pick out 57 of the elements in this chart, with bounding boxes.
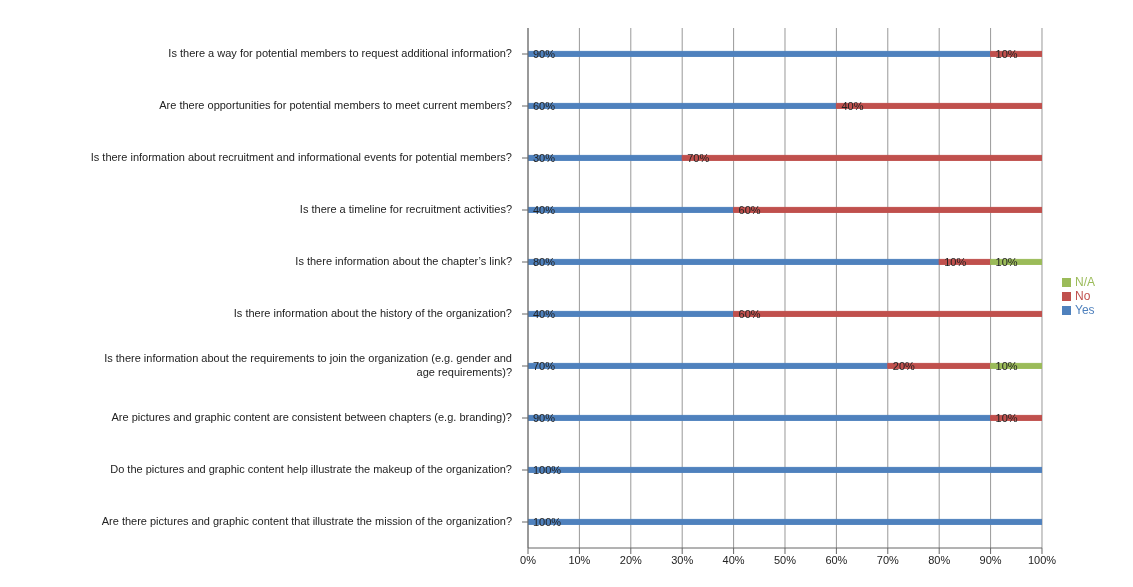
- x-tick-label: 20%: [619, 553, 643, 566]
- data-label: 10%: [944, 255, 967, 268]
- data-label: 60%: [533, 99, 556, 112]
- x-tick-label: 100%: [1027, 553, 1057, 566]
- x-tick-label: 10%: [568, 553, 591, 566]
- x-tick-label: 90%: [979, 553, 1002, 566]
- data-label: 10%: [995, 255, 1018, 268]
- bar: [835, 102, 1042, 109]
- y-tick-label: Is there a way for potential members to request additional information?: [168, 46, 512, 59]
- x-tick-label: 30%: [671, 553, 694, 566]
- data-label: 10%: [995, 411, 1018, 424]
- data-label: 90%: [533, 411, 556, 424]
- bar: [528, 518, 1042, 525]
- bar: [681, 154, 1042, 161]
- y-tick-label: Are there opportunities for potential members to meet current members?: [159, 98, 512, 111]
- y-tick-label: Is there information about the requirements to join the organization (e.g. gender and age requirements)?: [104, 351, 512, 378]
- x-tick-label: 0%: [520, 553, 537, 566]
- x-tick-label: 70%: [876, 553, 900, 566]
- bar: [733, 206, 1042, 213]
- bar: [528, 258, 940, 265]
- bar: [528, 362, 889, 369]
- x-tick-label: 40%: [722, 553, 745, 566]
- x-tick-label: 50%: [773, 553, 797, 566]
- x-tick-label: 80%: [928, 553, 951, 566]
- x-tick-label: 60%: [825, 553, 848, 566]
- data-label: 80%: [533, 255, 556, 268]
- data-label: 20%: [892, 359, 916, 372]
- legend-label: N/A: [1074, 274, 1095, 289]
- data-label: 40%: [533, 307, 556, 320]
- bar: [528, 310, 735, 317]
- bar: [528, 414, 992, 421]
- y-tick-label: Is there information about the history of the organization?: [233, 306, 512, 319]
- data-label: 30%: [533, 151, 556, 164]
- bar: [528, 50, 992, 57]
- data-label: 10%: [995, 47, 1018, 60]
- bar: [733, 310, 1042, 317]
- data-label: 70%: [533, 359, 556, 372]
- y-tick-label: Are there pictures and graphic content that illustrate the mission of the organization?: [101, 514, 512, 527]
- bar: [528, 466, 1042, 473]
- bar: [528, 206, 735, 213]
- data-label: 60%: [738, 203, 761, 216]
- data-label: 60%: [738, 307, 761, 320]
- data-label: 90%: [533, 47, 556, 60]
- data-label: 10%: [995, 359, 1018, 372]
- data-label: 40%: [533, 203, 556, 216]
- legend-label: No: [1074, 288, 1091, 303]
- y-tick-label: Is there a timeline for recruitment activities?: [299, 202, 512, 215]
- y-tick-label: Is there information about the chapter’s link?: [295, 254, 512, 267]
- data-label: 70%: [687, 151, 710, 164]
- y-tick-label: Is there information about recruitment and informational events for potential members?: [90, 150, 512, 163]
- data-label: 100%: [533, 515, 562, 528]
- data-label: 100%: [533, 463, 562, 476]
- legend-label: Yes: [1074, 302, 1095, 317]
- bar: [528, 102, 837, 109]
- y-tick-label: Are pictures and graphic content are consistent between chapters (e.g. branding)?: [111, 410, 512, 423]
- data-label: 40%: [841, 99, 864, 112]
- y-tick-label: Do the pictures and graphic content help illustrate the makeup of the organization?: [110, 462, 512, 475]
